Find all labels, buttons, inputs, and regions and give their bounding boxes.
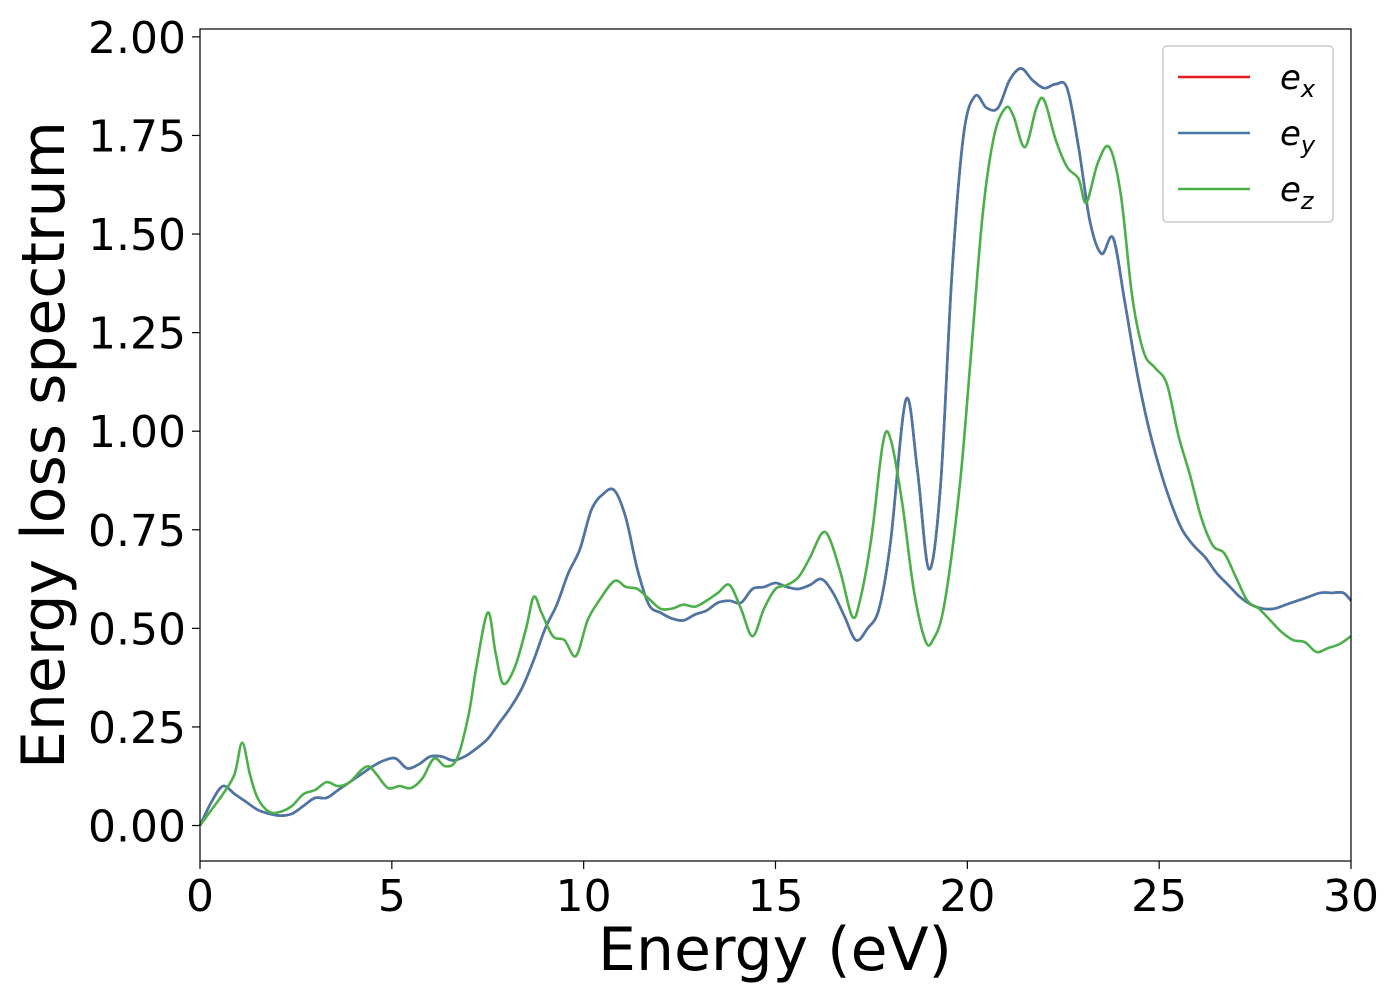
x-axis-title: Energy (eV) xyxy=(598,915,952,985)
series-line-z xyxy=(198,96,1352,827)
y-tick-label: 1.75 xyxy=(88,111,186,162)
y-tick-label: 1.00 xyxy=(88,407,186,458)
y-tick-label: 0.00 xyxy=(88,802,186,853)
x-tick-label: 10 xyxy=(556,871,612,922)
y-tick-label: 1.25 xyxy=(88,309,186,360)
y-tick-label: 1.50 xyxy=(88,210,186,261)
y-axis-title: Energy loss spectrum xyxy=(9,121,79,769)
y-tick-label: 0.75 xyxy=(88,506,186,557)
y-tick-label: 0.25 xyxy=(88,703,186,754)
x-tick-label: 20 xyxy=(939,871,995,922)
y-tick-label: 0.50 xyxy=(88,604,186,655)
x-tick-label: 15 xyxy=(748,871,804,922)
x-tick-label: 30 xyxy=(1323,871,1379,922)
y-axis: 0.00 0.25 0.50 0.75 1.00 1.25 1.50 1.75 2.00 xyxy=(88,13,200,853)
x-tick-label: 25 xyxy=(1131,871,1187,922)
x-tick-label: 0 xyxy=(186,871,214,922)
series-layer xyxy=(198,67,1352,827)
x-tick-label: 5 xyxy=(378,871,406,922)
series-line-y xyxy=(198,67,1352,827)
x-axis: 0 5 10 15 20 25 30 xyxy=(186,861,1379,922)
y-tick-label: 2.00 xyxy=(88,13,186,64)
